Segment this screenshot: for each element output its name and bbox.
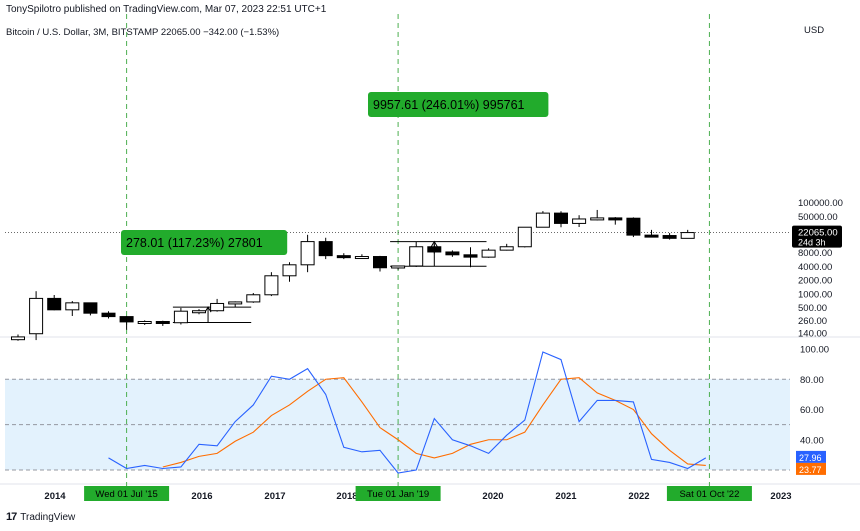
rsi-value-label: 27.96	[799, 453, 822, 463]
rsi-line	[108, 351, 707, 474]
publisher-line: TonySpilotro published on TradingView.co…	[6, 4, 327, 15]
price-tick-label: 8000.00	[798, 248, 832, 259]
measure-label-box-1	[121, 230, 288, 255]
vertical-date-label-2: Tue 01 Jan '19	[367, 489, 429, 500]
price-tick-label: 140.00	[798, 329, 827, 340]
candle	[445, 251, 460, 256]
brand-label: TradingView	[20, 511, 76, 523]
candle	[228, 301, 243, 305]
rsi-ma-tag	[796, 462, 826, 475]
candle	[680, 232, 695, 239]
price-tick-label: 260.00	[798, 316, 827, 327]
candle	[517, 226, 532, 248]
candle	[481, 249, 496, 258]
candle	[119, 316, 134, 323]
candle	[572, 218, 587, 224]
candle	[391, 265, 406, 269]
time-tick-label: 2020	[482, 491, 503, 502]
vertical-date-box-1	[84, 486, 170, 501]
candle	[336, 255, 351, 259]
candle	[427, 246, 442, 253]
price-tick-label: 4000.00	[798, 262, 832, 273]
time-tick-label: 2017	[264, 491, 285, 502]
candle	[264, 275, 279, 296]
time-tick-label: 2018	[336, 491, 357, 502]
candle	[83, 302, 98, 314]
vertical-date-label-1: Wed 01 Jul '15	[95, 489, 157, 500]
candle	[354, 256, 369, 260]
rsi-tick-label: 80.00	[800, 375, 824, 386]
candle	[608, 217, 623, 221]
countdown-label: 24d 3h	[798, 238, 826, 248]
candle	[155, 320, 170, 324]
time-tick-label: 2023	[770, 491, 791, 502]
measure-label-1: 278.01 (117.23%) 27801	[126, 236, 263, 250]
measure-label-2: 9957.61 (246.01%) 995761	[373, 98, 525, 112]
price-tick-label: 2000.00	[798, 276, 832, 287]
measure-arrowhead-1	[204, 306, 212, 313]
candle	[554, 212, 568, 224]
candle	[626, 217, 641, 236]
rsi-tick-label: 100.00	[800, 345, 829, 356]
price-tick-label: 100000.00	[798, 198, 843, 209]
candle	[318, 241, 333, 257]
candle	[662, 235, 677, 239]
rsi-value-tag	[796, 450, 826, 463]
candle	[535, 212, 550, 228]
vertical-date-label-3: Sat 01 Oct '22	[679, 489, 739, 500]
candle	[282, 264, 297, 277]
candle	[137, 320, 152, 324]
current-price-label: 22065.00	[798, 228, 838, 239]
candle	[246, 294, 261, 303]
candle	[192, 310, 206, 314]
candle	[173, 310, 188, 324]
candle	[29, 297, 44, 335]
candle	[373, 256, 387, 269]
current-price-tag	[792, 225, 842, 248]
vertical-date-box-2	[355, 486, 441, 501]
candle	[101, 312, 116, 318]
price-tick-label: 50000.00	[798, 212, 838, 223]
price-tick-label: 500.00	[798, 303, 827, 314]
candle	[409, 246, 424, 267]
candle	[210, 302, 225, 312]
candle	[47, 297, 62, 311]
price-axis-unit: USD	[804, 25, 824, 36]
measure-arrowhead-2	[430, 240, 438, 247]
tradingview-logo-icon: 17	[6, 511, 17, 523]
candle	[644, 234, 659, 238]
price-tick-label: 1000.00	[798, 289, 832, 300]
symbol-line: Bitcoin / U.S. Dollar, 3M, BITSTAMP 2206…	[6, 27, 280, 38]
candle	[463, 254, 478, 258]
rsi-ma-label: 23.77	[799, 465, 822, 475]
candle	[11, 336, 25, 341]
time-tick-label: 2022	[628, 491, 649, 502]
rsi-tick-label: 60.00	[800, 405, 824, 416]
candle	[300, 241, 315, 266]
candle	[499, 246, 514, 251]
time-tick-label: 2021	[555, 491, 577, 502]
tradingview-footer: 17 TradingView	[6, 511, 75, 523]
time-tick-label: 2016	[191, 491, 212, 502]
time-tick-label: 2014	[44, 491, 66, 502]
candle	[590, 217, 605, 221]
vertical-date-box-3	[666, 486, 752, 501]
candle	[65, 302, 80, 311]
measure-label-box-2	[368, 92, 549, 117]
rsi-tick-label: 40.00	[800, 435, 824, 446]
